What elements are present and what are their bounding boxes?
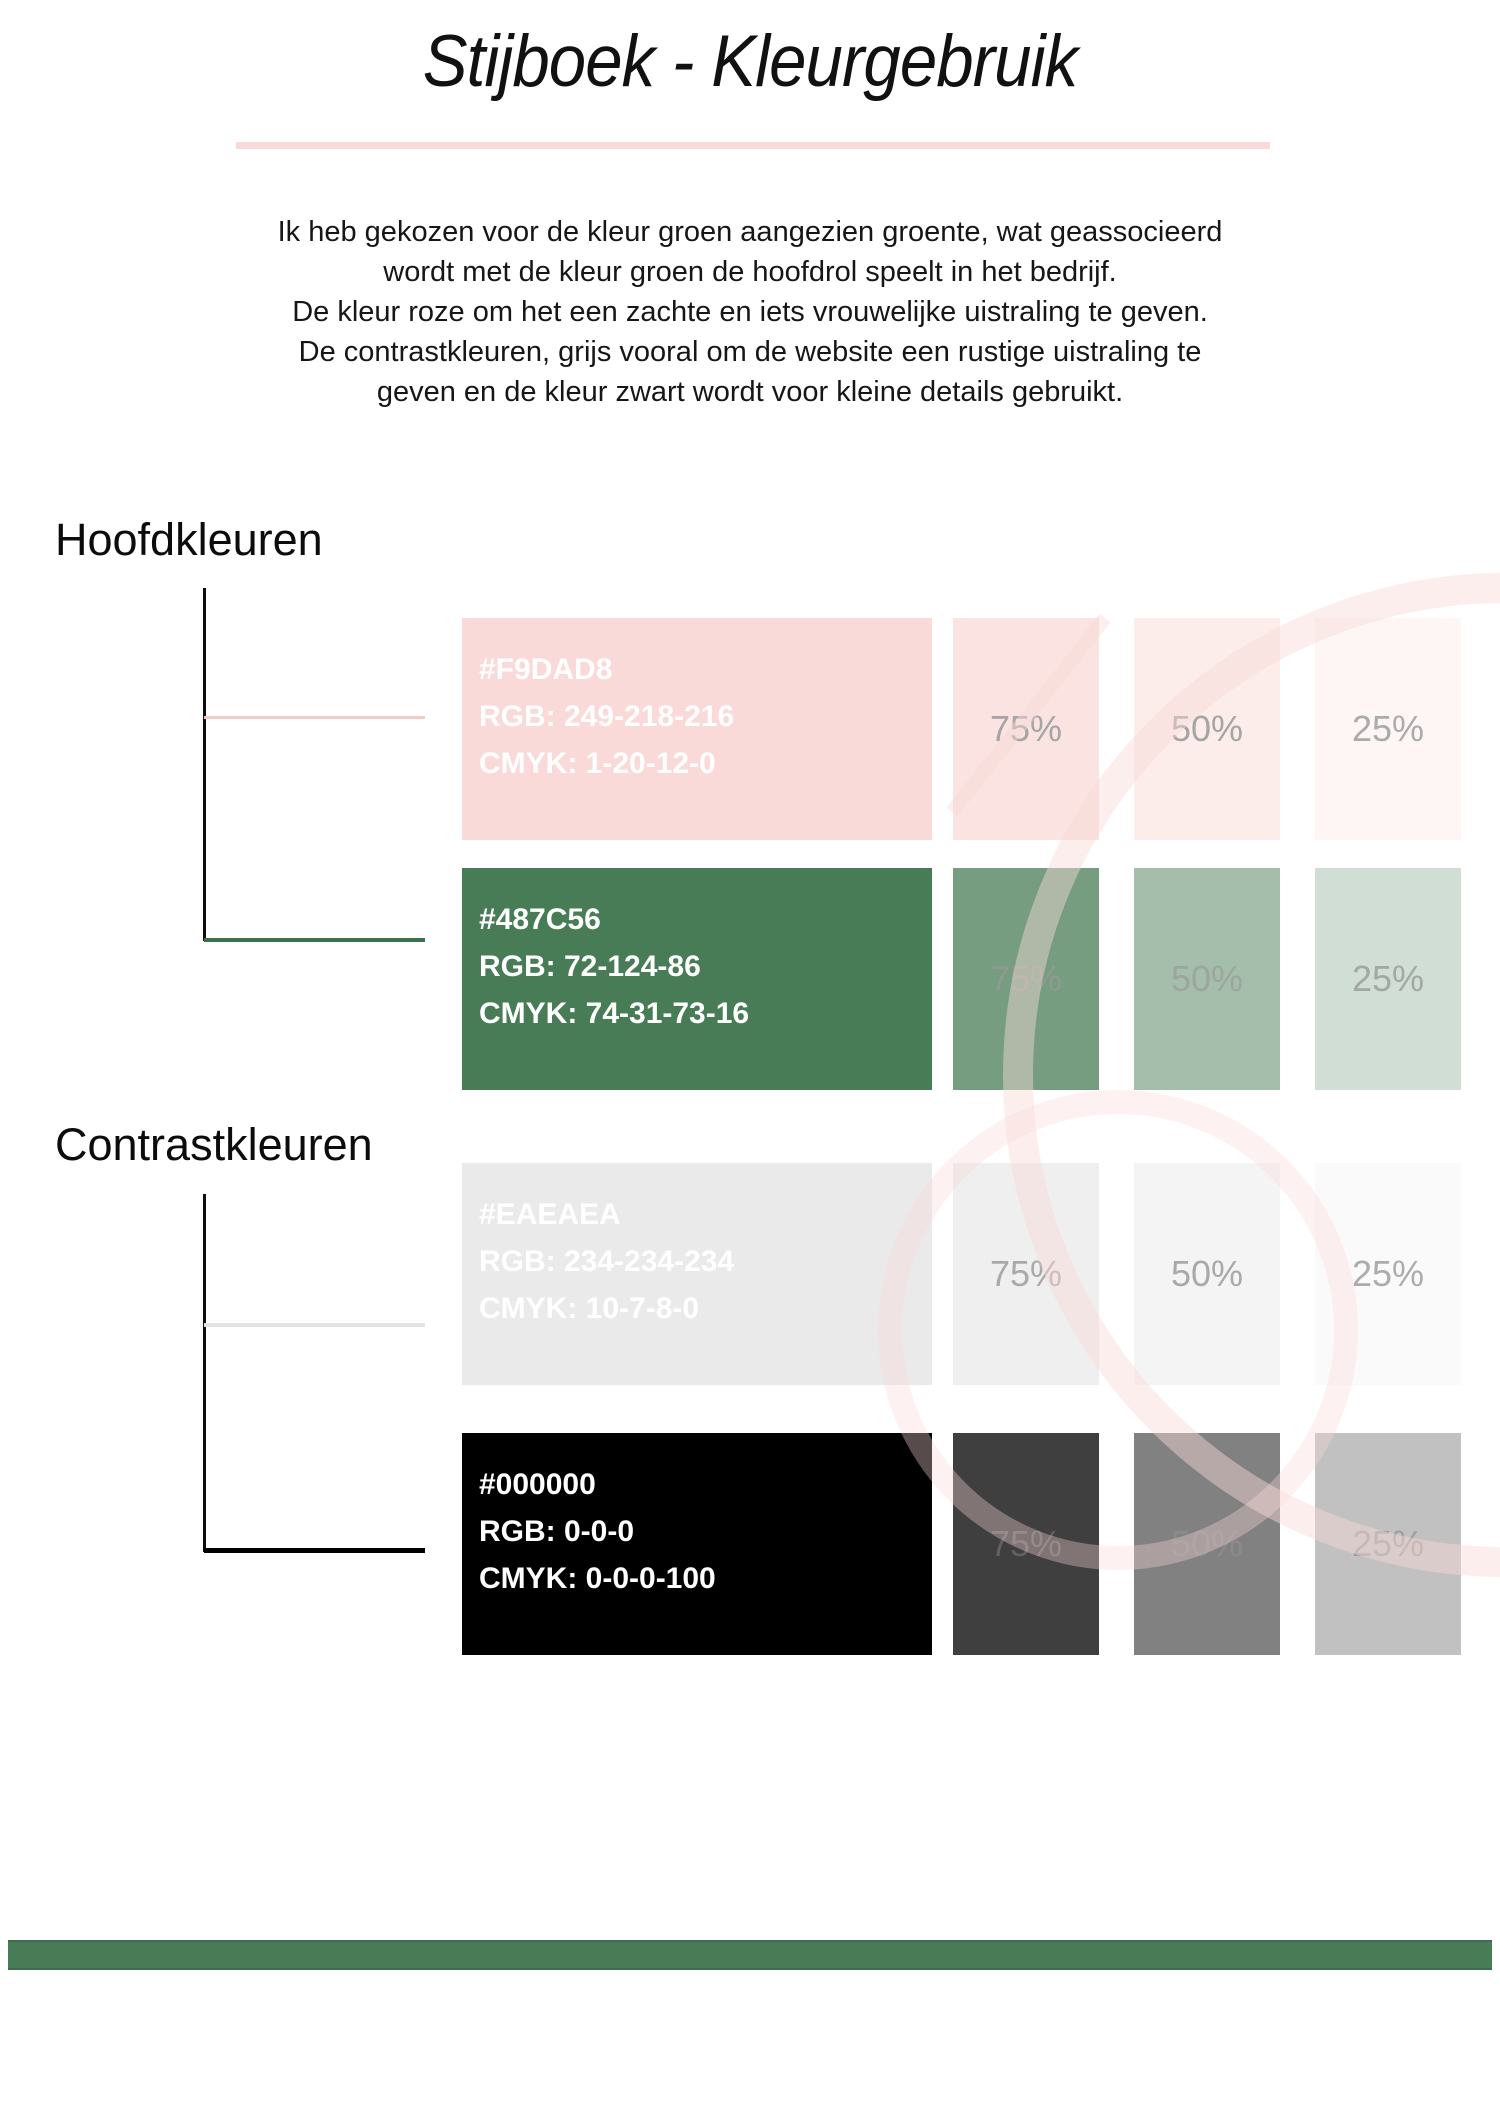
tint-swatch-75: 75% [953,868,1099,1090]
intro-line: De contrastkleuren, grijs vooral om de w… [298,336,1202,368]
tint-label: 75% [989,708,1063,749]
intro-line: Ik heb gekozen voor de kleur groen aange… [277,216,1223,248]
tint-swatch-50: 50% [1134,618,1280,840]
intro-paragraph: Ik heb gekozen voor de kleur groen aange… [0,212,1500,412]
page-title: Stijboek - Kleurgebruik [422,21,1078,102]
tint-label: 50% [1170,1253,1244,1294]
section-heading-contrastkleuren: Contrastkleuren [55,1119,373,1170]
color-hex-label: #EAEAEA [479,1198,621,1231]
color-hex-label: #F9DAD8 [479,653,613,686]
bracket-line-contrastkleuren [203,1194,206,1552]
bracket-line-hoofdkleuren [203,588,206,941]
tint-swatch-75: 75% [953,1433,1099,1655]
intro-line: De kleur roze om het een zachte en iets … [292,296,1208,328]
tint-label: 25% [1351,708,1425,749]
intro-line: geven en de kleur zwart wordt voor klein… [376,376,1124,408]
tint-label: 50% [1170,708,1244,749]
tint-swatch-25: 25% [1315,868,1461,1090]
color-cmyk-label: CMYK: 1-20-12-0 [479,747,716,780]
tint-swatch-25: 25% [1315,1163,1461,1385]
color-swatch-green: #487C56 RGB: 72-124-86 CMYK: 74-31-73-16 [462,868,932,1090]
footer-accent-bar [8,1940,1492,1970]
color-swatch-black: #000000 RGB: 0-0-0 CMYK: 0-0-0-100 [462,1433,932,1655]
color-swatch-pink: #F9DAD8 RGB: 249-218-216 CMYK: 1-20-12-0 [462,618,932,840]
color-rgb-label: RGB: 72-124-86 [479,950,701,983]
tint-swatch-50: 50% [1134,1433,1280,1655]
color-swatch-gray: #EAEAEA RGB: 234-234-234 CMYK: 10-7-8-0 [462,1163,932,1385]
tint-label: 75% [989,1253,1063,1294]
color-rgb-label: RGB: 249-218-216 [479,700,735,733]
connector-line-black [204,1548,425,1553]
section-heading-hoofdkleuren: Hoofdkleuren [55,514,323,565]
color-cmyk-label: CMYK: 0-0-0-100 [479,1562,716,1595]
connector-line-gray [204,1323,425,1327]
tint-swatch-75: 75% [953,618,1099,840]
color-hex-label: #000000 [479,1468,596,1501]
title-underline [236,142,1270,149]
tint-label: 50% [1170,1523,1244,1564]
tint-swatch-50: 50% [1134,868,1280,1090]
tint-swatch-25: 25% [1315,1433,1461,1655]
tint-swatch-75: 75% [953,1163,1099,1385]
color-rgb-label: RGB: 234-234-234 [479,1245,735,1278]
tint-label: 75% [989,1523,1063,1564]
color-cmyk-label: CMYK: 10-7-8-0 [479,1292,700,1325]
tint-label: 25% [1351,1253,1425,1294]
tint-label: 50% [1170,958,1244,999]
tint-label: 25% [1351,958,1425,999]
tint-swatch-25: 25% [1315,618,1461,840]
connector-line-green [204,938,425,942]
color-cmyk-label: CMYK: 74-31-73-16 [479,997,750,1030]
connector-line-pink [204,716,425,719]
tint-label: 75% [989,958,1063,999]
color-hex-label: #487C56 [479,903,601,936]
color-rgb-label: RGB: 0-0-0 [479,1515,635,1548]
intro-line: wordt met de kleur groen de hoofdrol spe… [383,256,1117,288]
tint-label: 25% [1351,1523,1425,1564]
tint-swatch-50: 50% [1134,1163,1280,1385]
